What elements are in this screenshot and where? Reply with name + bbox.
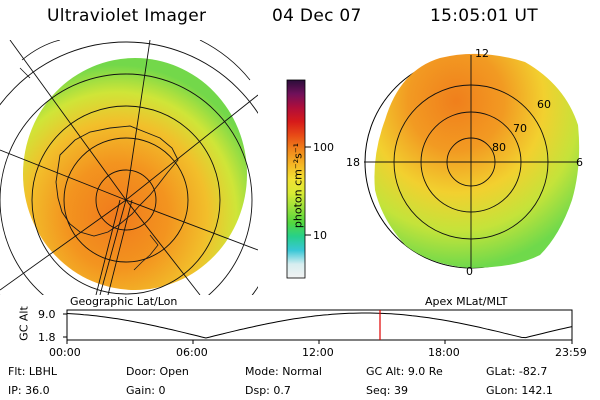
- footer-dsp: Dsp: 0.7: [245, 384, 291, 397]
- altitude-xtick-3: 18:00: [428, 346, 460, 359]
- antarctica-coastline: [55, 125, 179, 237]
- instrument-title: Ultraviolet Imager: [47, 6, 207, 26]
- footer-flt: Flt: LBHL: [8, 365, 57, 378]
- altitude-xtick-1: 06:00: [176, 346, 208, 359]
- footer-gc-alt: GC Alt: 9.0 Re: [366, 365, 443, 378]
- altitude-ytick-top: 9.0: [38, 308, 56, 321]
- mlt-label-top: 12: [475, 47, 489, 60]
- mlt-label-left: 18: [346, 156, 360, 169]
- footer-gain: Gain: 0: [126, 384, 166, 397]
- altitude-xtick-0: 00:00: [49, 346, 81, 359]
- footer-ip: IP: 36.0: [8, 384, 50, 397]
- colorbar-tick-10: 10: [313, 229, 327, 242]
- footer-door: Door: Open: [126, 365, 189, 378]
- altitude-xtick-4: 23:59: [555, 346, 587, 359]
- colorbar-tick-100: 100: [313, 141, 334, 154]
- mlt-label-bottom: 0: [466, 265, 473, 278]
- mlat-label-60: 60: [537, 98, 551, 111]
- geographic-grid: [0, 40, 258, 295]
- right-panel-caption: Apex MLat/MLT: [425, 295, 508, 308]
- geographic-panel: [0, 40, 258, 295]
- auroral-image-left: [23, 58, 247, 290]
- mlat-label-80: 80: [492, 141, 506, 154]
- altitude-ytick-bottom: 1.8: [38, 331, 56, 344]
- magnetic-panel: [364, 53, 580, 269]
- colorbar-unit-label: photon cm⁻²s⁻¹: [291, 142, 305, 229]
- altitude-plot-frame: [66, 309, 573, 341]
- altitude-ylabel: GC Alt: [17, 306, 31, 341]
- footer-glat: GLat: -82.7: [486, 365, 548, 378]
- mlat-grid: [364, 55, 578, 269]
- mlt-label-right: 6: [576, 156, 583, 169]
- mlat-label-70: 70: [513, 122, 527, 135]
- outer-arcs: [19, 40, 251, 81]
- left-panel-caption: Geographic Lat/Lon: [70, 295, 178, 308]
- altitude-xtick-2: 12:00: [302, 346, 334, 359]
- altitude-plot: [63, 309, 573, 344]
- footer-glon: GLon: 142.1: [486, 384, 553, 397]
- altitude-ticks: [63, 313, 573, 344]
- footer-mode: Mode: Normal: [245, 365, 322, 378]
- colorbar: [286, 79, 306, 279]
- date-label: 04 Dec 07: [272, 6, 362, 26]
- altitude-curve: [66, 312, 573, 339]
- time-label: 15:05:01 UT: [430, 6, 538, 26]
- footer-seq: Seq: 39: [366, 384, 408, 397]
